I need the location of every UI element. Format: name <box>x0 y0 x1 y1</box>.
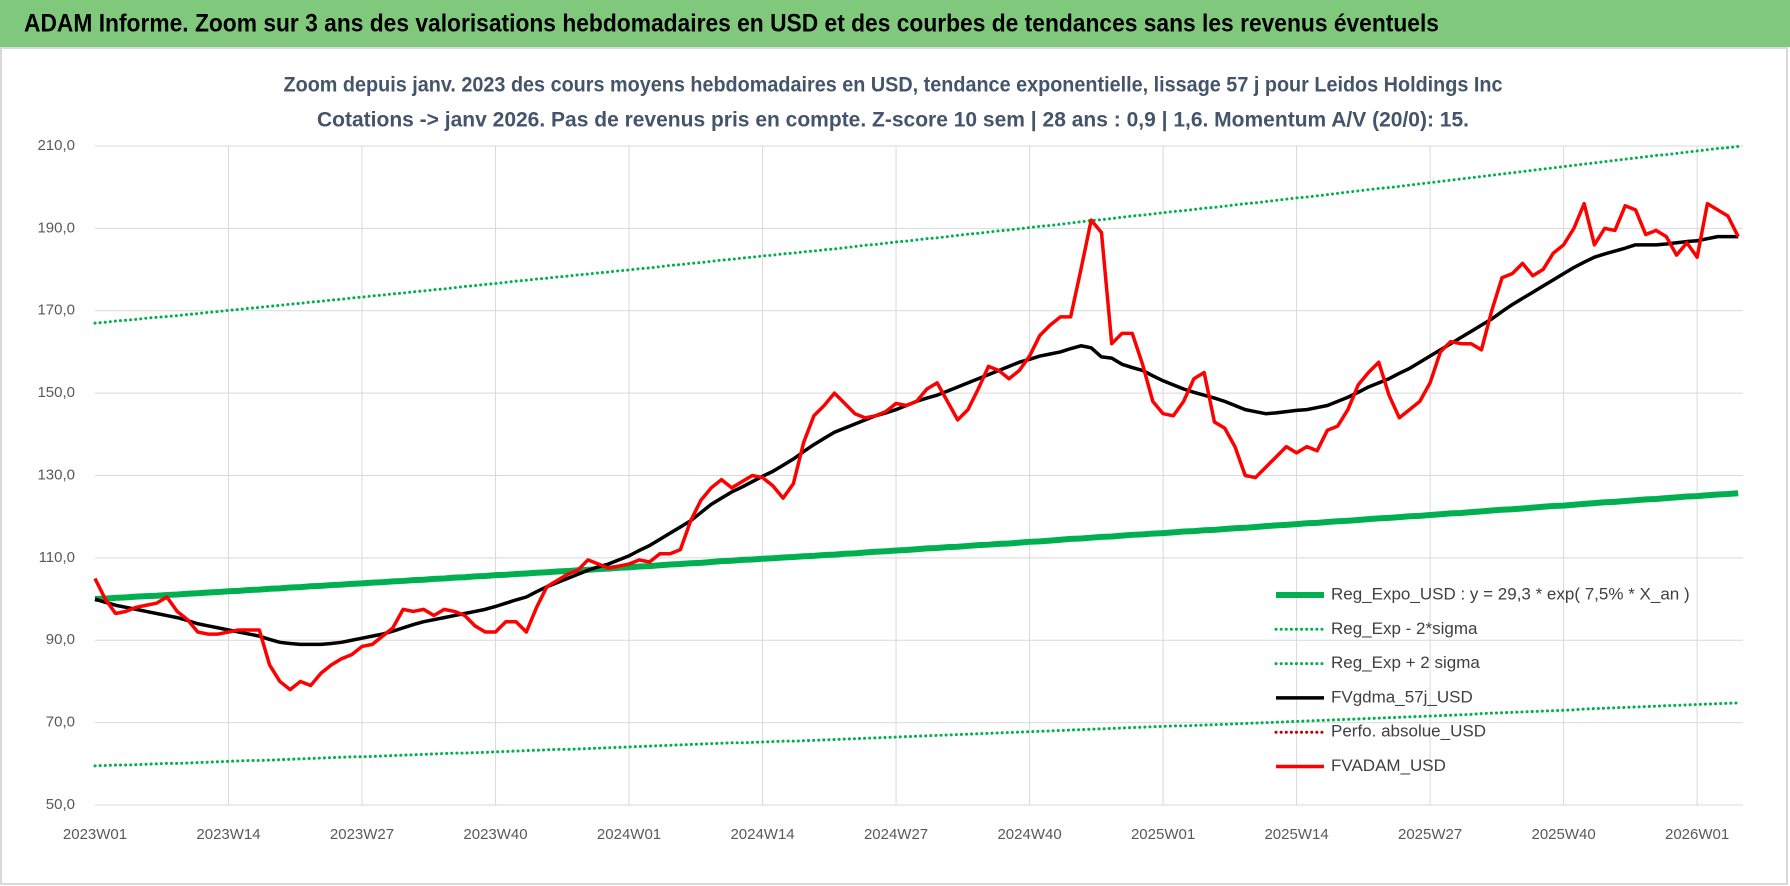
x-tick-label: 2024W27 <box>864 826 928 843</box>
y-tick-label: 50,0 <box>46 796 75 813</box>
x-tick-label: 2023W01 <box>63 826 127 843</box>
y-tick-label: 150,0 <box>37 384 75 401</box>
y-tick-label: 130,0 <box>37 466 75 483</box>
chart-subtitle: Cotations -> janv 2026. Pas de revenus p… <box>317 109 1469 132</box>
plot-lines <box>93 144 1740 768</box>
y-tick-label: 110,0 <box>39 549 75 566</box>
y-tick-label: 170,0 <box>37 302 75 319</box>
series-line <box>93 201 1740 692</box>
legend-label: FVADAM_USD <box>1331 756 1446 775</box>
x-tick-label: 2025W27 <box>1398 826 1462 843</box>
legend-label: Reg_Exp + 2 sigma <box>1331 653 1480 672</box>
series-line <box>93 701 1740 768</box>
y-tick-label: 190,0 <box>37 219 75 236</box>
legend-label: Reg_Exp - 2*sigma <box>1331 619 1478 638</box>
y-tick-label: 70,0 <box>46 714 75 731</box>
x-tick-label: 2023W40 <box>463 826 527 843</box>
grid: 50,0 70,0 90,0 110,0 130,0 150,0 170,0 190,0 210… <box>37 137 1743 843</box>
y-tick-label: 210,0 <box>37 137 75 154</box>
series-line <box>94 490 1739 603</box>
x-tick-label: 2024W01 <box>597 826 661 843</box>
series-line <box>93 144 1740 325</box>
x-tick-label: 2026W01 <box>1665 826 1729 843</box>
chart-title: Zoom depuis janv. 2023 des cours moyens … <box>284 74 1503 97</box>
y-tick-label: 90,0 <box>46 631 75 648</box>
x-tick-label: 2025W40 <box>1532 826 1596 843</box>
x-tick-label: 2023W14 <box>196 826 260 843</box>
x-tick-label: 2025W14 <box>1264 826 1328 843</box>
legend-label: Perfo. absolue_USD <box>1331 722 1486 741</box>
legend-label: FVgdma_57j_USD <box>1331 687 1473 706</box>
x-tick-label: 2024W14 <box>730 826 794 843</box>
header-title: ADAM Informe. Zoom sur 3 ans des valoris… <box>24 10 1439 38</box>
legend: Reg_Expo_USD : y = 29,3 * exp( 7,5% * X_… <box>1274 584 1690 775</box>
legend-label: Reg_Expo_USD : y = 29,3 * exp( 7,5% * X_… <box>1331 584 1690 603</box>
x-tick-label: 2025W01 <box>1131 826 1195 843</box>
x-tick-label: 2024W40 <box>997 826 1061 843</box>
chart-frame <box>0 47 1788 885</box>
header-band <box>0 0 1790 47</box>
x-tick-label: 2023W27 <box>330 826 394 843</box>
